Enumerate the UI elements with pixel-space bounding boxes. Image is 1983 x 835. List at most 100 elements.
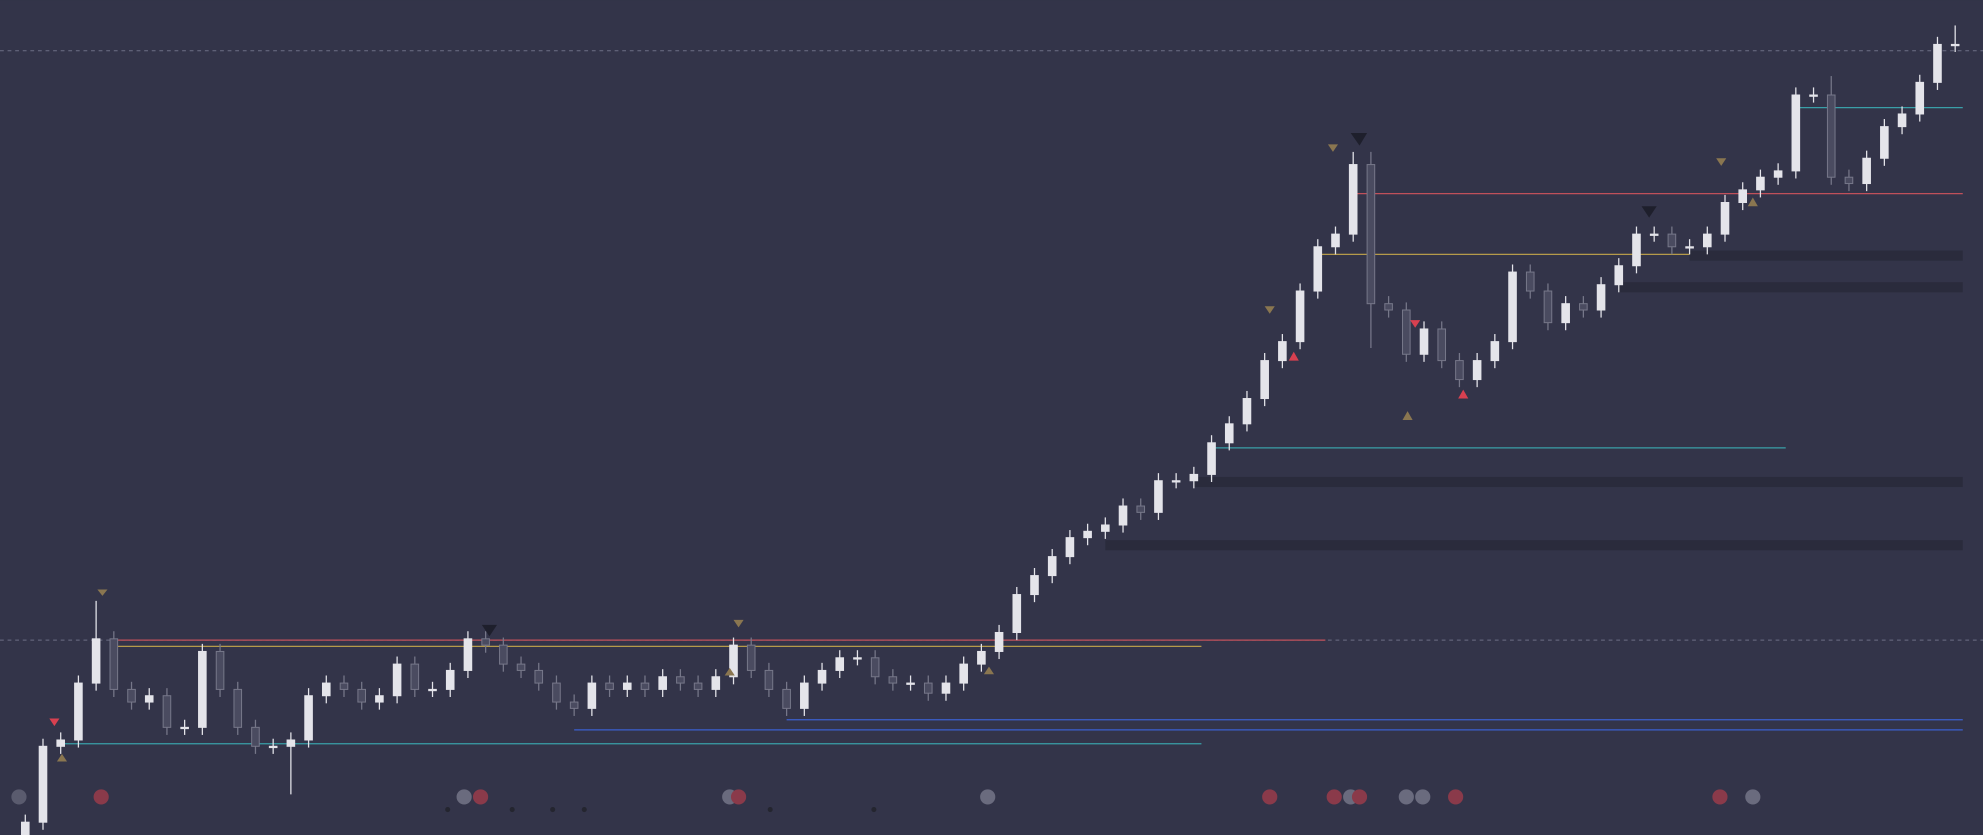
signal-dot xyxy=(1326,789,1342,805)
marker xyxy=(1402,411,1413,421)
marker xyxy=(1747,197,1758,207)
candle-body xyxy=(782,688,791,709)
candle-body xyxy=(127,688,136,703)
candle-body xyxy=(1171,480,1181,483)
candle-body xyxy=(1685,246,1694,249)
candle-body xyxy=(1047,556,1057,577)
candle-body xyxy=(1260,360,1269,400)
candle-body xyxy=(428,688,437,692)
candle-body xyxy=(640,682,650,690)
candle-body xyxy=(1348,164,1358,235)
candle-body xyxy=(622,682,632,690)
signal-dots xyxy=(11,789,1761,813)
marker xyxy=(1327,144,1339,152)
signal-dot xyxy=(1712,789,1728,805)
candle-body xyxy=(251,726,260,747)
candle-body xyxy=(1402,309,1411,355)
candle-body xyxy=(1065,537,1075,558)
signal-dot xyxy=(11,789,27,805)
candle-body xyxy=(1278,341,1287,362)
candle-body xyxy=(339,682,349,690)
candles xyxy=(20,25,1960,835)
candle-body xyxy=(1331,233,1340,248)
candle-body xyxy=(835,657,845,671)
signal-dot xyxy=(1351,789,1368,805)
marker xyxy=(724,667,735,676)
candle-body xyxy=(1472,360,1482,381)
candle-body xyxy=(1738,189,1748,204)
candle-body xyxy=(1862,157,1871,185)
candle-body xyxy=(1207,442,1216,475)
candle-body xyxy=(1703,233,1712,248)
signal-dot xyxy=(1262,789,1278,805)
candle-body xyxy=(1455,360,1464,381)
candle-body xyxy=(1791,94,1801,172)
candle-body xyxy=(906,682,915,685)
candle-body xyxy=(198,650,207,728)
candle-body xyxy=(74,682,83,741)
candle-body xyxy=(481,638,490,646)
signal-dot xyxy=(980,789,996,805)
candle-body xyxy=(1880,126,1889,159)
candle-body xyxy=(729,644,738,678)
candle-body xyxy=(693,682,703,690)
candle-body xyxy=(1224,423,1234,444)
candle-body xyxy=(91,638,101,684)
candle-body xyxy=(233,688,243,728)
candle-body xyxy=(499,644,508,665)
candle-body xyxy=(1933,43,1942,83)
marker xyxy=(1288,351,1299,361)
candle-body xyxy=(20,821,30,835)
candle-body xyxy=(1773,170,1783,178)
candle-body xyxy=(1649,233,1659,236)
candle-body xyxy=(109,638,119,690)
marker xyxy=(1410,320,1421,328)
signal-dot xyxy=(1398,789,1414,805)
candle-body xyxy=(1419,328,1429,355)
candle-body xyxy=(357,688,366,703)
marker xyxy=(983,666,995,675)
candle-body xyxy=(1437,328,1447,362)
candle-body xyxy=(1508,271,1517,343)
zone-band xyxy=(1689,250,1963,261)
candle-body xyxy=(817,669,827,684)
candle-body xyxy=(711,676,721,690)
candle-body xyxy=(1561,303,1570,324)
candle-body xyxy=(268,745,278,749)
candle-body xyxy=(1720,202,1730,235)
candle-body xyxy=(304,695,313,741)
candle-body xyxy=(1897,113,1907,128)
marker xyxy=(481,624,498,637)
candle-body xyxy=(853,657,862,660)
candle-body xyxy=(1596,284,1606,311)
marker xyxy=(1641,206,1657,218)
candle-body xyxy=(1136,505,1146,513)
zone-band xyxy=(1618,282,1963,293)
candle-body xyxy=(180,726,189,730)
candle-body xyxy=(1313,246,1323,292)
candle-body xyxy=(1490,341,1500,362)
candle-body xyxy=(552,682,561,703)
candle-body xyxy=(445,669,455,690)
candle-body xyxy=(1384,303,1393,311)
signal-dot xyxy=(509,807,515,813)
candle-body xyxy=(1826,94,1836,178)
candle-body xyxy=(1632,233,1641,267)
candle-body xyxy=(569,701,579,709)
candle-body xyxy=(1366,164,1376,305)
signal-dot xyxy=(456,789,472,805)
candle-body xyxy=(1756,176,1765,191)
candle-body xyxy=(1118,505,1128,526)
candle-body xyxy=(1915,81,1925,115)
candle-body xyxy=(1525,271,1535,292)
candle-body xyxy=(375,695,384,703)
candle-body xyxy=(286,739,296,747)
candle-body xyxy=(162,695,172,728)
marker xyxy=(56,753,68,762)
signal-dot xyxy=(1745,789,1761,805)
candle-body xyxy=(463,638,473,671)
candle-body xyxy=(215,650,225,690)
candle-body xyxy=(1579,303,1588,311)
